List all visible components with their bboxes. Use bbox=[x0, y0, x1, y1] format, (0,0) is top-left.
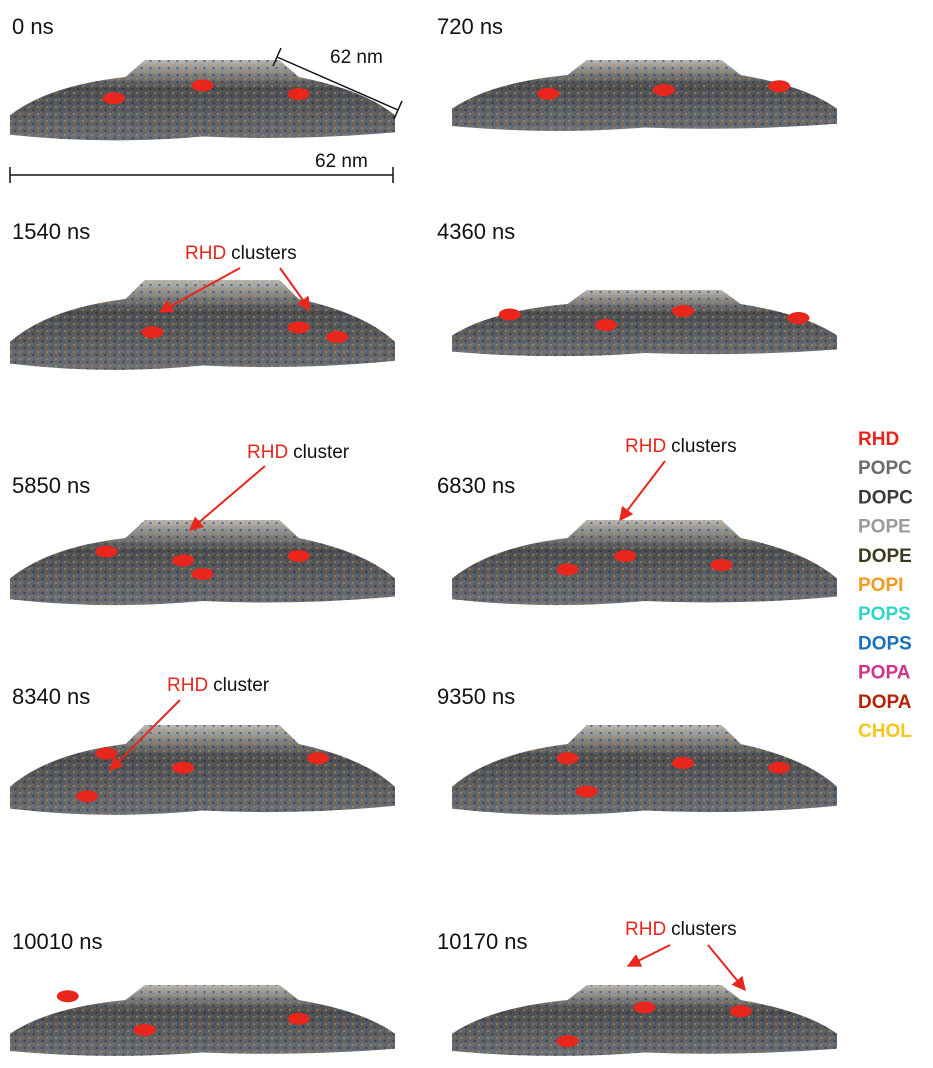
time-label: 10010 ns bbox=[12, 929, 103, 954]
rhd-protein bbox=[192, 80, 214, 92]
membrane-snapshots bbox=[10, 60, 837, 1056]
rhd-protein bbox=[288, 88, 310, 100]
rhd-protein bbox=[288, 1013, 310, 1025]
legend: RHD POPC DOPC POPE DOPE POPI POPS DOPS POPA DOPA C… bbox=[858, 429, 913, 742]
time-label: 0 ns bbox=[12, 14, 54, 39]
time-label: 6830 ns bbox=[437, 473, 515, 498]
legend-item: CHOL bbox=[858, 721, 912, 742]
legend-item: DOPA bbox=[858, 692, 912, 713]
rhd-protein bbox=[192, 568, 214, 580]
rhd-protein bbox=[172, 762, 194, 774]
rhd-protein bbox=[576, 786, 598, 798]
legend-item: DOPE bbox=[858, 546, 912, 567]
rhd-protein bbox=[307, 752, 329, 764]
time-label: 720 ns bbox=[437, 14, 503, 39]
annotation-highlight: RHD bbox=[247, 442, 288, 463]
membrane-texture bbox=[10, 725, 395, 815]
rhd-protein bbox=[557, 564, 579, 576]
membrane-texture bbox=[452, 520, 837, 605]
rhd-protein bbox=[653, 84, 675, 96]
time-label: 4360 ns bbox=[437, 219, 515, 244]
arrow bbox=[620, 461, 665, 520]
rhd-protein bbox=[57, 990, 79, 1002]
membrane-texture bbox=[452, 60, 837, 131]
rhd-protein bbox=[634, 1002, 656, 1014]
arrow bbox=[708, 945, 745, 990]
time-label: 1540 ns bbox=[12, 219, 90, 244]
rhd-protein bbox=[95, 748, 117, 760]
annotation-highlight: RHD bbox=[625, 919, 666, 940]
annotation-text: cluster bbox=[293, 442, 350, 463]
legend-item: RHD bbox=[858, 429, 899, 450]
membrane-texture bbox=[452, 985, 837, 1056]
rhd-protein bbox=[788, 312, 810, 324]
rhd-protein bbox=[614, 550, 636, 562]
time-label: 8340 ns bbox=[12, 684, 90, 709]
rhd-protein bbox=[768, 762, 790, 774]
annotation-highlight: RHD bbox=[625, 436, 666, 457]
rhd-protein bbox=[557, 752, 579, 764]
rhd-protein bbox=[326, 331, 348, 343]
annotation-highlight: RHD bbox=[167, 675, 208, 696]
figure: 62 nm 62 nm RHDclusters RHDcluster RHDcl… bbox=[0, 0, 933, 1068]
annotation-text: cluster bbox=[213, 675, 270, 696]
scale-bar-end bbox=[394, 101, 402, 119]
rhd-protein bbox=[730, 1005, 752, 1017]
rhd-protein bbox=[672, 757, 694, 769]
membrane-texture bbox=[10, 60, 395, 140]
annotation-text: clusters bbox=[671, 919, 736, 940]
rhd-protein bbox=[768, 80, 790, 92]
rhd-protein bbox=[557, 1035, 579, 1047]
rhd-protein bbox=[537, 88, 559, 100]
rhd-protein bbox=[288, 550, 310, 562]
time-label: 5850 ns bbox=[12, 473, 90, 498]
legend-item: POPE bbox=[858, 517, 911, 538]
rhd-protein bbox=[103, 92, 125, 104]
rhd-protein bbox=[172, 555, 194, 567]
legend-item: DOPS bbox=[858, 633, 912, 654]
annotation-text: clusters bbox=[231, 243, 296, 264]
membrane-texture bbox=[10, 280, 395, 370]
membrane-texture bbox=[452, 290, 837, 356]
rhd-protein bbox=[76, 790, 98, 802]
rhd-protein bbox=[499, 309, 521, 321]
rhd-protein bbox=[134, 1024, 156, 1036]
annotation-highlight: RHD bbox=[185, 243, 226, 264]
rhd-protein bbox=[672, 305, 694, 317]
legend-item: DOPC bbox=[858, 487, 913, 508]
rhd-protein bbox=[95, 546, 117, 558]
rhd-protein bbox=[711, 559, 733, 571]
membrane-texture bbox=[10, 520, 395, 605]
arrow bbox=[628, 945, 670, 966]
rhd-protein bbox=[141, 326, 163, 338]
scale-label: 62 nm bbox=[330, 47, 383, 68]
legend-item: POPI bbox=[858, 575, 903, 596]
legend-item: POPA bbox=[858, 663, 911, 684]
time-label: 9350 ns bbox=[437, 684, 515, 709]
rhd-protein bbox=[595, 319, 617, 331]
legend-item: POPS bbox=[858, 604, 911, 625]
scale-label: 62 nm bbox=[315, 151, 368, 172]
time-label: 10170 ns bbox=[437, 929, 528, 954]
legend-item: POPC bbox=[858, 458, 912, 479]
rhd-protein bbox=[288, 322, 310, 334]
annotation-text: clusters bbox=[671, 436, 736, 457]
